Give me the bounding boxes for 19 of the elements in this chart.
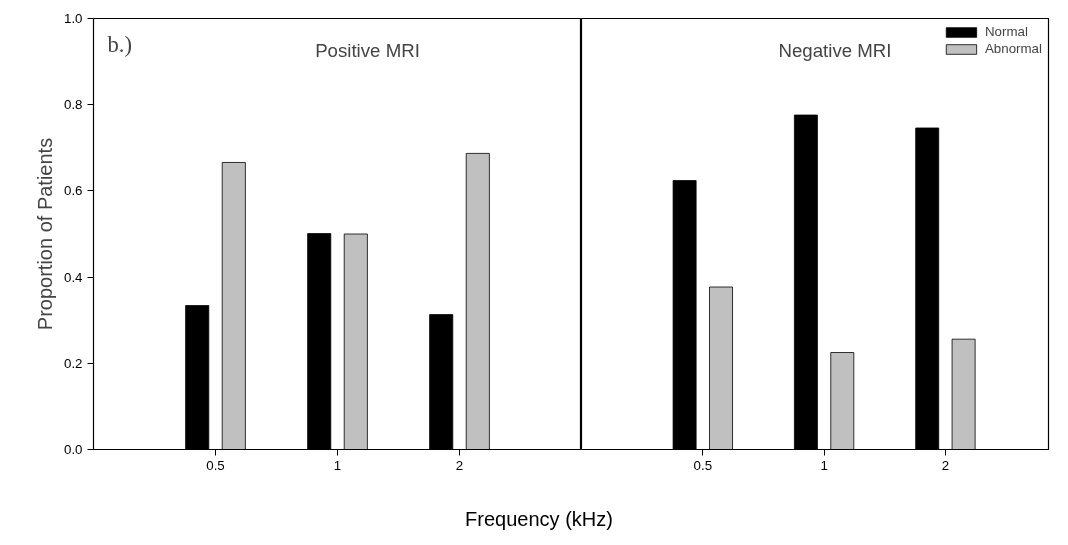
x-axis-title: Frequency (kHz): [465, 507, 613, 532]
x-tick-label: 1: [333, 457, 342, 473]
y-axis-title: Proportion of Patients: [33, 137, 56, 331]
y-tick-label: 0.2: [63, 355, 83, 371]
y-tick-label: 0.6: [63, 183, 83, 199]
annotation: b.): [107, 31, 133, 57]
y-tick-label: 0.4: [63, 269, 84, 285]
x-tick-label: 2: [941, 457, 950, 473]
x-tick-label: 1: [820, 457, 828, 473]
text: Negative MRI: [778, 39, 892, 61]
x-tick-label: 0.5: [693, 457, 713, 473]
legend-label: Abnormal: [984, 41, 1042, 56]
legend-label: Normal: [984, 24, 1028, 39]
y-tick-label: 1.0: [63, 11, 83, 26]
y-tick-label: 0.8: [63, 97, 83, 113]
y-tick-label: 0.0: [63, 442, 83, 457]
text: Positive MRI: [315, 39, 420, 61]
x-tick-label: 0.5: [206, 457, 225, 473]
x-tick-label: 2: [455, 457, 464, 473]
